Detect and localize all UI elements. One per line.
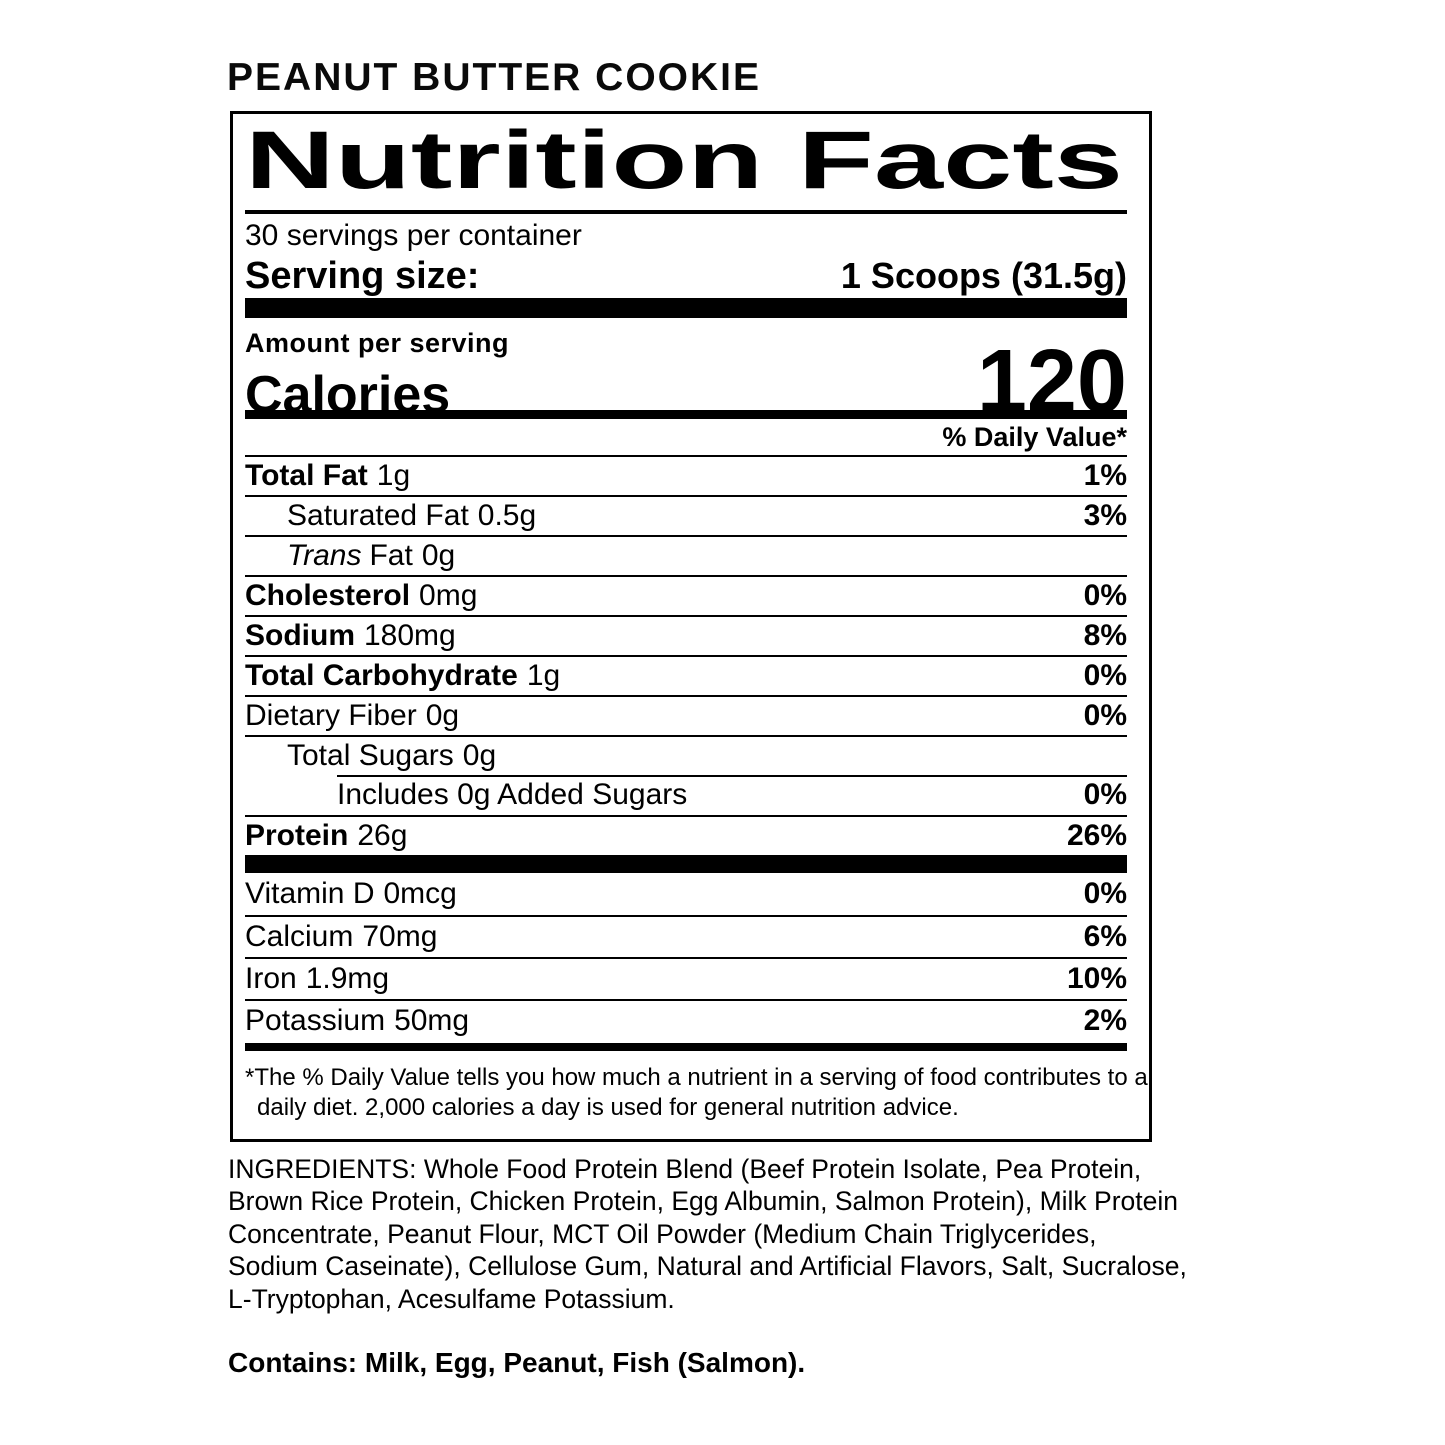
daily-value-header: % Daily Value* [942, 422, 1127, 452]
nutrient-row-protein: Protein 26g 26% [245, 815, 1127, 855]
nutrient-name: Dietary Fiber [245, 699, 417, 732]
nutrient-daily-value: 0% [1083, 579, 1127, 612]
nutrient-name-italic: Trans [287, 539, 362, 572]
nutrient-daily-value: 0% [1083, 659, 1127, 692]
nutrient-row-trans-fat: Trans Fat 0g [245, 535, 1127, 575]
nutrient-name: Iron [245, 962, 297, 995]
nutrient-daily-value: 8% [1083, 619, 1127, 652]
flavor-title: PEANUT BUTTER COOKIE [227, 56, 762, 99]
calories-row: Calories 120 [245, 332, 1127, 432]
nutrient-daily-value: 26% [1066, 819, 1127, 852]
daily-value-footnote: *The % Daily Value tells you how much a … [245, 1064, 1148, 1121]
nutrient-daily-value: 0% [1083, 877, 1127, 910]
nutrient-name: Fat [369, 539, 413, 572]
nutrient-name: Total Fat [245, 459, 368, 492]
amount-per-serving-label: Amount per serving [245, 328, 510, 358]
nutrient-amount: 50mg [394, 1004, 470, 1037]
nutrient-row-total-fat: Total Fat 1g 1% [245, 455, 1127, 495]
allergen-statement: Contains: Milk, Egg, Peanut, Fish (Salmo… [228, 1347, 806, 1378]
nutrient-name: Sodium [245, 619, 355, 652]
nutrient-name: Includes 0g Added Sugars [337, 778, 688, 811]
nutrient-amount: 180mg [364, 619, 456, 652]
nutrient-daily-value: 2% [1083, 1004, 1127, 1037]
serving-size-value: 1 Scoops (31.5g) [840, 255, 1127, 296]
nutrient-row-total-carbohydrate: Total Carbohydrate 1g 0% [245, 655, 1127, 695]
nutrient-amount: 0g [462, 739, 497, 772]
title-divider [245, 210, 1127, 214]
serving-size-row: Serving size: 1 Scoops (31.5g) [245, 254, 1127, 298]
nutrient-name: Potassium [245, 1004, 386, 1037]
nutrient-row-dietary-fiber: Dietary Fiber 0g 0% [245, 695, 1127, 735]
nutrient-amount: 0g [425, 699, 460, 732]
nutrient-row-sodium: Sodium 180mg 8% [245, 615, 1127, 655]
micronutrient-row-calcium: Calcium 70mg 6% [245, 915, 1127, 957]
nutrient-amount: 1g [526, 659, 561, 692]
nutrient-row-cholesterol: Cholesterol 0mg 0% [245, 575, 1127, 615]
nutrient-amount: 1g [376, 459, 411, 492]
nutrient-daily-value: 6% [1083, 920, 1127, 953]
ingredients-paragraph: INGREDIENTS: Whole Food Protein Blend (B… [228, 1154, 1187, 1314]
nutrient-amount: 1.9mg [305, 962, 390, 995]
micronutrient-row-vitamin-d: Vitamin D 0mcg 0% [245, 873, 1127, 915]
micronutrient-row-potassium: Potassium 50mg 2% [245, 999, 1127, 1041]
nutrient-name: Cholesterol [245, 579, 411, 612]
separator-bar-thick [245, 855, 1127, 873]
nutrient-amount: 26g [357, 819, 408, 852]
nutrient-amount: 0mg [419, 579, 478, 612]
label-title-container: Nutrition Facts [245, 120, 1123, 206]
serving-size-label: Serving size: [245, 255, 480, 297]
separator-bar-medium [245, 410, 1127, 419]
separator-bar-thick [245, 298, 1127, 318]
nutrient-name: Protein [245, 819, 349, 852]
nutrient-name: Total Carbohydrate [245, 659, 518, 692]
nutrient-amount: 70mg [362, 920, 438, 953]
nutrition-facts-panel: Nutrition Facts 30 servings per containe… [230, 111, 1152, 1142]
nutrient-row-saturated-fat: Saturated Fat 0.5g 3% [245, 495, 1127, 535]
nutrient-name: Total Sugars [287, 739, 454, 772]
nutrient-name: Vitamin D [245, 877, 375, 910]
nutrient-daily-value: 10% [1066, 962, 1127, 995]
nutrient-name: Calcium [245, 920, 354, 953]
nutrient-amount: 0.5g [477, 499, 537, 532]
separator-bar-medium [245, 1043, 1127, 1051]
label-title: Nutrition Facts [245, 120, 1123, 206]
servings-per-container: 30 servings per container [245, 219, 582, 252]
nutrient-daily-value: 3% [1083, 499, 1127, 532]
nutrient-row-added-sugars: Includes 0g Added Sugars 0% [245, 775, 1127, 815]
calories-label: Calories [245, 366, 451, 424]
nutrient-name: Saturated Fat [287, 499, 469, 532]
micronutrient-row-iron: Iron 1.9mg 10% [245, 957, 1127, 999]
nutrient-daily-value: 1% [1083, 459, 1127, 492]
nutrient-daily-value: 0% [1083, 778, 1127, 811]
nutrient-rows: Total Fat 1g 1% Saturated Fat 0.5g 3% Tr… [245, 455, 1127, 855]
calories-value: 120 [976, 332, 1127, 432]
nutrient-amount: 0g [421, 539, 456, 572]
nutrient-amount: 0mcg [383, 877, 457, 910]
nutrient-row-total-sugars: Total Sugars 0g [245, 735, 1127, 775]
micronutrient-rows: Vitamin D 0mcg 0% Calcium 70mg 6% Iron 1… [245, 873, 1127, 1041]
nutrient-daily-value: 0% [1083, 699, 1127, 732]
